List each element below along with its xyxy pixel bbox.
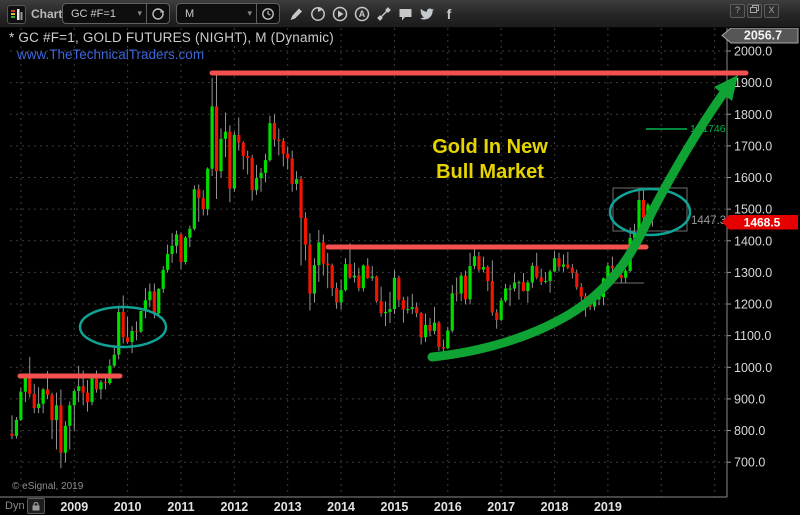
help-icon[interactable]: ? <box>730 4 745 18</box>
interval-input[interactable]: M ▾ <box>176 3 280 24</box>
svg-text:900.0: 900.0 <box>734 392 765 406</box>
svg-text:1300.0: 1300.0 <box>734 266 772 280</box>
clock-icon[interactable] <box>256 4 279 23</box>
svg-text:2017: 2017 <box>487 500 515 514</box>
facebook-icon[interactable]: f <box>446 6 452 22</box>
dyn-mode-label: Dyn <box>5 500 25 512</box>
svg-text:800.0: 800.0 <box>734 424 765 438</box>
link-icon[interactable] <box>375 5 393 23</box>
svg-text:1600.0: 1600.0 <box>734 171 772 185</box>
symbol-dropdown-icon[interactable]: ▾ <box>137 8 142 18</box>
svg-text:2012: 2012 <box>220 500 248 514</box>
svg-text:2000.0: 2000.0 <box>734 45 772 59</box>
svg-text:700.0: 700.0 <box>734 456 765 470</box>
play-icon[interactable] <box>331 5 349 23</box>
svg-text:2019: 2019 <box>594 500 622 514</box>
pencil-icon[interactable] <box>287 5 305 23</box>
close-icon[interactable]: X <box>764 4 779 18</box>
svg-text:1900.0: 1900.0 <box>734 76 772 90</box>
svg-text:1400.0: 1400.0 <box>734 234 772 248</box>
copyright-label: © eSignal, 2019 <box>12 481 84 492</box>
annotation-callout: Gold In New Bull Market <box>398 135 582 185</box>
svg-text:2009: 2009 <box>60 500 88 514</box>
svg-text:2016: 2016 <box>434 500 462 514</box>
svg-text:2013: 2013 <box>274 500 302 514</box>
chart-symbol-header: * GC #F=1, GOLD FUTURES (NIGHT), M (Dyna… <box>9 30 334 45</box>
interval-dropdown-icon[interactable]: ▾ <box>247 8 252 18</box>
svg-text:2015: 2015 <box>381 500 409 514</box>
app-title: Chart <box>31 7 63 21</box>
svg-text:1000.0: 1000.0 <box>734 361 772 375</box>
svg-text:2018: 2018 <box>541 500 569 514</box>
title-bar: Chart GC #F=1 ▾ M ▾ <box>0 0 800 28</box>
svg-text:2010: 2010 <box>114 500 142 514</box>
svg-text:2011: 2011 <box>167 500 194 514</box>
svg-text:1200.0: 1200.0 <box>734 298 772 312</box>
svg-text:2014: 2014 <box>327 500 355 514</box>
svg-text:A: A <box>359 9 366 19</box>
callout-line2: Bull Market <box>436 161 544 183</box>
chat-icon[interactable] <box>396 5 414 23</box>
svg-text:1700.0: 1700.0 <box>734 139 772 153</box>
symbol-refresh-icon[interactable] <box>146 4 169 23</box>
svg-text:1100.0: 1100.0 <box>734 329 771 343</box>
website-link[interactable]: www.TheTechnicalTraders.com <box>17 47 205 62</box>
svg-text:1800.0: 1800.0 <box>734 108 772 122</box>
symbol-input[interactable]: GC #F=1 ▾ <box>62 3 170 24</box>
chart-icon <box>7 5 26 24</box>
lock-icon[interactable] <box>27 498 45 514</box>
callout-line1: Gold In New <box>432 136 548 158</box>
svg-text:1500.0: 1500.0 <box>734 203 772 217</box>
restore-icon[interactable] <box>747 4 762 18</box>
letter-a-icon[interactable]: A <box>353 5 371 23</box>
twitter-icon[interactable] <box>418 5 436 23</box>
symbol-value[interactable]: GC #F=1 <box>71 7 116 20</box>
interval-value[interactable]: M <box>185 7 195 20</box>
redo-icon[interactable] <box>309 5 327 23</box>
svg-text:1447.3: 1447.3 <box>691 215 726 227</box>
svg-text:1468.5: 1468.5 <box>744 216 781 230</box>
svg-text:2056.7: 2056.7 <box>744 29 782 43</box>
